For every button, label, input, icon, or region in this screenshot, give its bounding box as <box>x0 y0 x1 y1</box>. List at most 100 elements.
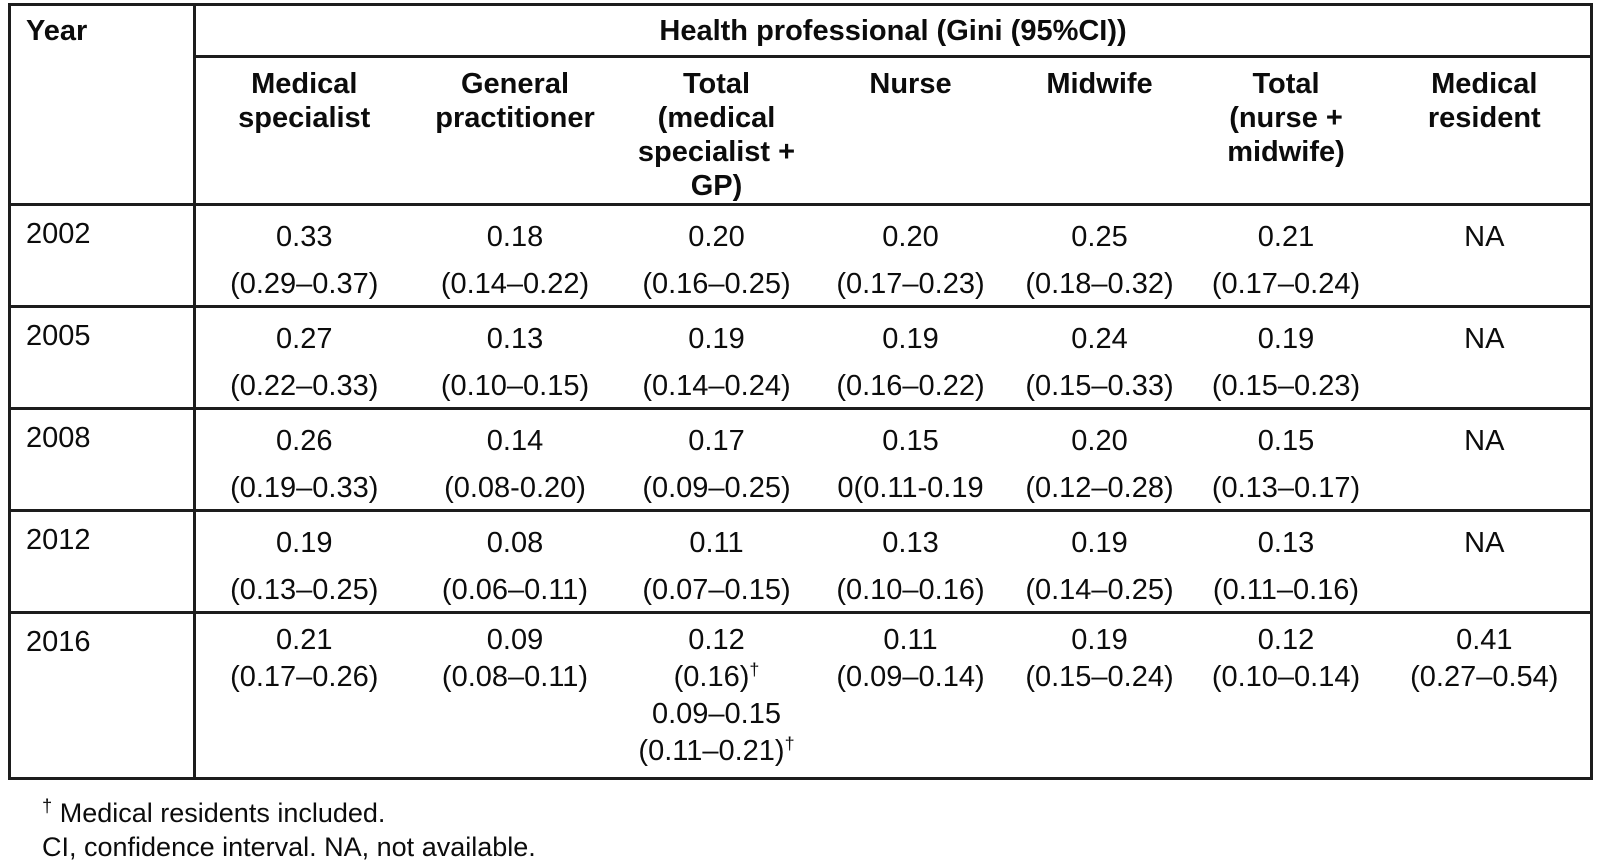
gini-cell: 0.20 (0.12–0.28) <box>1005 407 1194 511</box>
column-header-label: Total (nurse + midwife) <box>1227 68 1345 168</box>
gini-value: 0.15 <box>1257 425 1315 457</box>
group-header: Health professional (Gini (95%CI)) <box>194 4 1592 58</box>
gini-ci: (0.17–0.23) <box>836 268 985 300</box>
gini-ci: (0.08-0.20) <box>444 472 586 504</box>
gini-ci: (0.15–0.33) <box>1025 370 1174 402</box>
gini-value: 0.20 <box>688 221 745 253</box>
gini-cell: 0.19 (0.15–0.24) <box>1005 611 1194 779</box>
group-header-row: Year Health professional (Gini (95%CI)) <box>9 4 1592 205</box>
gini-cell: 0.21 (0.17–0.24) <box>1193 203 1379 307</box>
row-year: 2002 <box>9 203 196 307</box>
gini-value: 0.11 <box>883 624 938 656</box>
gini-ci: (0.11–0.16) <box>1212 574 1360 606</box>
gini-ci: (0.16–0.22) <box>836 370 985 402</box>
row-year: 2016 <box>9 611 196 779</box>
footnotes: † Medical residents included. CI, confid… <box>42 796 536 864</box>
gini-value: 0.21 <box>276 624 333 656</box>
gini-cell: 0.12 (0.16)† 0.09–0.15 (0.11–0.21)† <box>617 611 816 779</box>
gini-value: 0.19 <box>882 323 939 355</box>
gini-cell: 0.11 (0.09–0.14) <box>815 611 1006 779</box>
table-row-2005: 2005 0.27 (0.22–0.33) 0.13 (0.10–0.15) 0.1… <box>9 305 1592 409</box>
table-row-2012: 2012 0.19 (0.13–0.25) 0.08 (0.06–0.11) 0.1… <box>9 509 1592 613</box>
column-header-row: Medical specialist General practitioner … <box>10 57 1592 205</box>
gini-ci: (0.13–0.17) <box>1211 472 1361 504</box>
gini-value: 0.20 <box>1071 425 1128 457</box>
gini-cell: 0.14 (0.08-0.20) <box>412 407 618 511</box>
gini-ci: (0.15–0.24) <box>1025 661 1174 693</box>
gini-cell: 0.26 (0.19–0.33) <box>194 407 413 511</box>
gini-ci: (0.14–0.24) <box>642 370 791 402</box>
gini-ci: (0.15–0.23) <box>1211 370 1361 402</box>
gini-cell: 0.19 (0.15–0.23) <box>1193 305 1379 409</box>
gini-cell: 0.24 (0.15–0.33) <box>1005 305 1194 409</box>
table-row-2002: 2002 0.33 (0.29–0.37) 0.18 (0.14–0.22) 0.2… <box>9 203 1592 307</box>
gini-ci: (0.08–0.11) <box>441 661 589 693</box>
gini-cell: NA <box>1378 509 1592 613</box>
gini-value: 0.09 <box>486 624 544 656</box>
gini-cell: 0.09 (0.08–0.11) <box>412 611 618 779</box>
gini-ci: (0.17–0.26) <box>230 661 379 693</box>
gini-cell: 0.15 0(0.11-0.19 <box>815 407 1006 511</box>
gini-ci: (0.14–0.22) <box>440 268 590 300</box>
column-header-label: Medical resident <box>1427 68 1541 134</box>
gini-value: 0.27 <box>276 323 333 355</box>
gini-value: NA <box>1464 527 1505 559</box>
gini-ci: (0.29–0.37) <box>230 268 379 300</box>
gini-value: 0.13 <box>486 323 544 355</box>
gini-value: 0.08 <box>486 527 544 559</box>
column-header-label: Medical specialist <box>238 68 371 134</box>
column-header-label: Nurse <box>869 68 952 100</box>
column-header-medical-resident: Medical resident <box>1379 57 1592 205</box>
gini-value: 0.41 <box>1456 624 1513 656</box>
gini-ci: (0.16–0.25) <box>642 268 791 300</box>
gini-value: 0.19 <box>688 323 745 355</box>
gini-cell: NA <box>1378 203 1592 307</box>
footnote-dagger-note: † Medical residents included. <box>42 796 536 830</box>
gini-value: 0.12 <box>688 624 745 656</box>
gini-ci: 0(0.11-0.19 <box>837 472 984 504</box>
gini-ci: (0.10–0.15) <box>440 370 590 402</box>
column-header-label: Total (medical specialist + GP) <box>637 68 796 202</box>
column-header-label: Midwife <box>1046 68 1153 100</box>
gini-cell: 0.19 (0.14–0.25) <box>1005 509 1194 613</box>
gini-value: NA <box>1464 425 1505 457</box>
gini-value: 0.11 <box>689 527 744 559</box>
gini-value: 0.14 <box>486 425 544 457</box>
gini-cell: 0.13 (0.10–0.16) <box>815 509 1006 613</box>
gini-ci: (0.27–0.54) <box>1410 661 1559 693</box>
gini-ci: (0.13–0.25) <box>230 574 379 606</box>
row-year: 2005 <box>9 305 196 409</box>
gini-value: 0.13 <box>882 527 939 559</box>
gini-value: 0.20 <box>882 221 939 253</box>
row-year: 2008 <box>9 407 196 511</box>
gini-cell: 0.13 (0.10–0.15) <box>412 305 618 409</box>
gini-ci: (0.06–0.11) <box>441 574 589 606</box>
column-header-midwife: Midwife <box>1006 57 1194 205</box>
gini-value: 0.33 <box>276 221 333 253</box>
column-header-total-ms-gp: Total (medical specialist + GP) <box>618 57 816 205</box>
gini-cell: 0.19 (0.16–0.22) <box>815 305 1006 409</box>
gini-cell: 0.13 (0.11–0.16) <box>1193 509 1379 613</box>
gini-value: 0.24 <box>1071 323 1128 355</box>
gini-value: 0.19 <box>1071 527 1128 559</box>
gini-value: 0.12 <box>1257 624 1315 656</box>
gini-cell: 0.17 (0.09–0.25) <box>617 407 816 511</box>
gini-ci: (0.14–0.25) <box>1025 574 1174 606</box>
gini-value: 0.18 <box>486 221 544 253</box>
year-column-header: Year <box>9 4 196 205</box>
gini-value: 0.21 <box>1257 221 1315 253</box>
gini-ci: (0.22–0.33) <box>230 370 379 402</box>
row-year: 2012 <box>9 509 196 613</box>
footnote-text: Medical residents included. <box>52 798 386 828</box>
gini-ci: (0.09–0.25) <box>642 472 791 504</box>
gini-cell: 0.20 (0.17–0.23) <box>815 203 1006 307</box>
gini-ci: (0.18–0.32) <box>1025 268 1174 300</box>
gini-ci: (0.12–0.28) <box>1025 472 1174 504</box>
gini-value: NA <box>1464 323 1505 355</box>
table-row-2008: 2008 0.26 (0.19–0.33) 0.14 (0.08-0.20) 0.1… <box>9 407 1592 511</box>
gini-ci: (0.17–0.24) <box>1211 268 1361 300</box>
column-header-general-practitioner: General practitioner <box>413 57 618 205</box>
dagger-symbol: † <box>749 659 760 680</box>
dagger-symbol: † <box>42 795 53 816</box>
